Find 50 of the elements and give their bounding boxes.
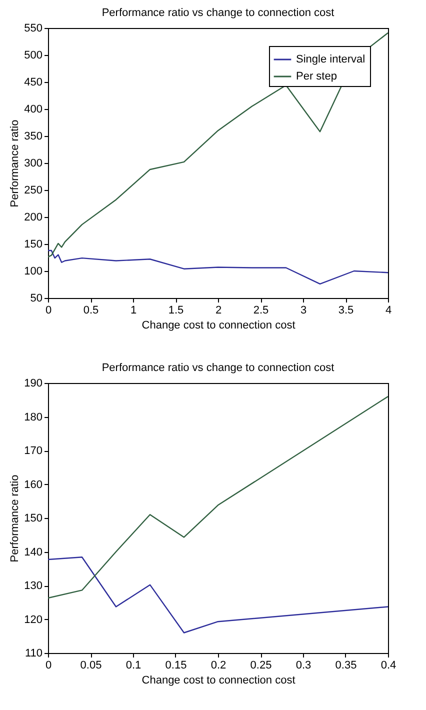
x-tick-label: 0.25 bbox=[250, 660, 272, 672]
x-tick-label: 0.1 bbox=[126, 660, 142, 672]
x-tick-label: 1.5 bbox=[168, 304, 184, 316]
chart-title: Performance ratio vs change to connection cost bbox=[102, 7, 334, 19]
y-tick-label: 150 bbox=[24, 238, 42, 250]
x-tick-label: 3 bbox=[300, 304, 307, 316]
x-tick-label: 0.4 bbox=[380, 660, 396, 672]
y-tick-label: 250 bbox=[24, 184, 42, 196]
y-tick-label: 400 bbox=[24, 104, 42, 116]
x-tick-label: 0.2 bbox=[210, 660, 226, 672]
y-tick-label: 500 bbox=[24, 50, 42, 62]
x-axis-title: Change cost to connection cost bbox=[142, 674, 296, 686]
x-tick-label: 4 bbox=[385, 304, 392, 316]
y-tick-label: 160 bbox=[24, 478, 42, 491]
y-tick-label: 550 bbox=[24, 22, 42, 34]
y-tick-label: 180 bbox=[24, 411, 42, 424]
y-tick-label: 200 bbox=[24, 212, 42, 224]
y-tick-label: 120 bbox=[24, 614, 42, 626]
line-series bbox=[48, 32, 388, 258]
x-tick-label: 0.5 bbox=[83, 304, 99, 316]
line-series bbox=[48, 556, 388, 634]
x-tick-label: 0 bbox=[45, 660, 52, 672]
y-tick-label: 100 bbox=[24, 266, 42, 278]
y-tick-label: 150 bbox=[24, 512, 42, 524]
x-tick-label: 0 bbox=[45, 304, 52, 316]
y-axis-title: Performance ratio bbox=[9, 474, 22, 562]
y-tick-label: 450 bbox=[24, 76, 42, 88]
legend-label: Per step bbox=[296, 70, 337, 82]
x-tick-label: 0.05 bbox=[80, 660, 102, 672]
x-tick-label: 0.35 bbox=[335, 660, 357, 672]
y-axis-title: Performance ratio bbox=[9, 120, 22, 208]
y-tick-label: 130 bbox=[24, 580, 42, 592]
x-tick-label: 3.5 bbox=[338, 304, 354, 316]
x-tick-label: 0.3 bbox=[296, 660, 312, 672]
x-tick-label: 1 bbox=[130, 304, 137, 316]
x-axis-title: Change cost to connection cost bbox=[142, 320, 296, 332]
line-series bbox=[48, 396, 388, 599]
y-tick-label: 110 bbox=[24, 648, 42, 660]
y-tick-label: 190 bbox=[24, 378, 42, 390]
y-tick-label: 140 bbox=[24, 546, 42, 558]
y-tick-label: 170 bbox=[24, 445, 42, 457]
y-tick-label: 350 bbox=[24, 130, 42, 142]
x-tick-label: 2.5 bbox=[253, 304, 269, 316]
y-tick-label: 50 bbox=[30, 292, 42, 304]
line-series bbox=[48, 250, 388, 285]
y-tick-label: 300 bbox=[24, 158, 42, 170]
chart-title: Performance ratio vs change to connection cost bbox=[102, 362, 334, 374]
x-tick-label: 0.15 bbox=[165, 660, 187, 672]
legend-label: Single interval bbox=[296, 54, 366, 66]
x-tick-label: 2 bbox=[215, 304, 222, 316]
